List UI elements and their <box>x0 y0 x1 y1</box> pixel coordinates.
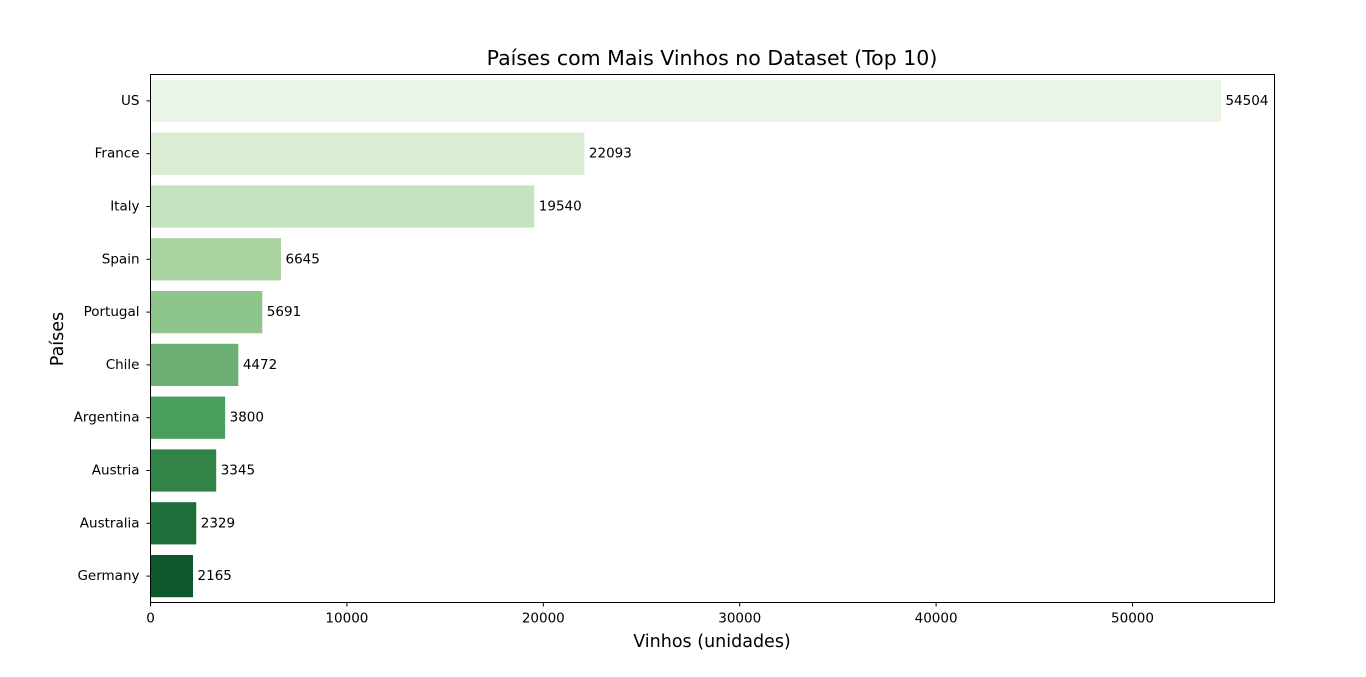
bar-italy <box>150 185 535 228</box>
data-label: 2329 <box>201 515 235 531</box>
plot-frame <box>150 74 1275 603</box>
bar-germany <box>150 554 194 598</box>
data-label: 22093 <box>589 146 632 162</box>
y-tick-label: Spain <box>102 251 140 267</box>
data-label: 6645 <box>286 251 320 267</box>
bar-portugal <box>150 290 263 334</box>
x-tick-label: 10000 <box>325 611 368 627</box>
bar-argentina <box>150 396 226 439</box>
bar-australia <box>150 502 197 545</box>
data-label: 4472 <box>243 357 277 373</box>
bar-france <box>150 132 585 175</box>
y-tick-label: Chile <box>106 357 140 373</box>
y-tick-label: Germany <box>77 568 139 584</box>
bar-spain <box>150 238 282 281</box>
data-label: 2165 <box>198 568 232 584</box>
data-label: 54504 <box>1225 93 1268 109</box>
y-axis: US France Italy Spain Portugal Chile Argentina… <box>74 93 151 584</box>
y-tick-label: Australia <box>80 515 140 531</box>
bar-chile <box>150 343 239 387</box>
data-label: 5691 <box>267 304 301 320</box>
x-tick-label: 0 <box>146 611 155 627</box>
x-tick-label: 50000 <box>1111 611 1154 627</box>
bar-us <box>150 79 1221 123</box>
chart-title: Países com Mais Vinhos no Dataset (Top 1… <box>487 46 938 70</box>
x-tick-label: 40000 <box>915 611 958 627</box>
x-axis: 0 10000 20000 30000 40000 50000 <box>146 602 1154 627</box>
bar-austria <box>150 449 217 492</box>
bars-layer: 54504 22093 19540 6645 5691 4472 3800 3345 2329 2… <box>150 79 1268 598</box>
y-tick-label: Argentina <box>74 410 140 426</box>
y-tick-label: Austria <box>92 463 140 479</box>
data-label: 19540 <box>539 199 582 215</box>
x-tick-label: 20000 <box>522 611 565 627</box>
data-label: 3800 <box>230 410 264 426</box>
data-label: 3345 <box>221 463 255 479</box>
x-tick-label: 30000 <box>718 611 761 627</box>
y-tick-label: France <box>95 146 140 162</box>
y-tick-label: Italy <box>110 199 139 215</box>
x-axis-label: Vinhos (unidades) <box>633 632 791 652</box>
y-tick-label: Portugal <box>84 304 140 320</box>
y-tick-label: US <box>121 93 139 109</box>
y-axis-label: Países <box>48 312 68 366</box>
